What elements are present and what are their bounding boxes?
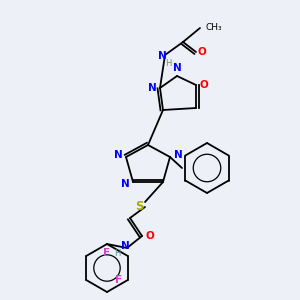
Text: N: N bbox=[172, 63, 182, 73]
Text: CH₃: CH₃ bbox=[205, 23, 222, 32]
Text: N: N bbox=[121, 179, 129, 189]
Text: F: F bbox=[115, 275, 122, 285]
Text: O: O bbox=[198, 47, 206, 57]
Text: O: O bbox=[146, 231, 154, 241]
Text: O: O bbox=[200, 80, 208, 90]
Text: N: N bbox=[121, 241, 129, 251]
Text: H: H bbox=[165, 58, 171, 68]
Text: H: H bbox=[114, 248, 120, 257]
Text: S: S bbox=[135, 200, 143, 214]
Text: N: N bbox=[114, 150, 122, 160]
Text: N: N bbox=[174, 150, 182, 160]
Text: N: N bbox=[158, 51, 166, 61]
Text: N: N bbox=[148, 83, 156, 93]
Text: F: F bbox=[103, 248, 111, 258]
